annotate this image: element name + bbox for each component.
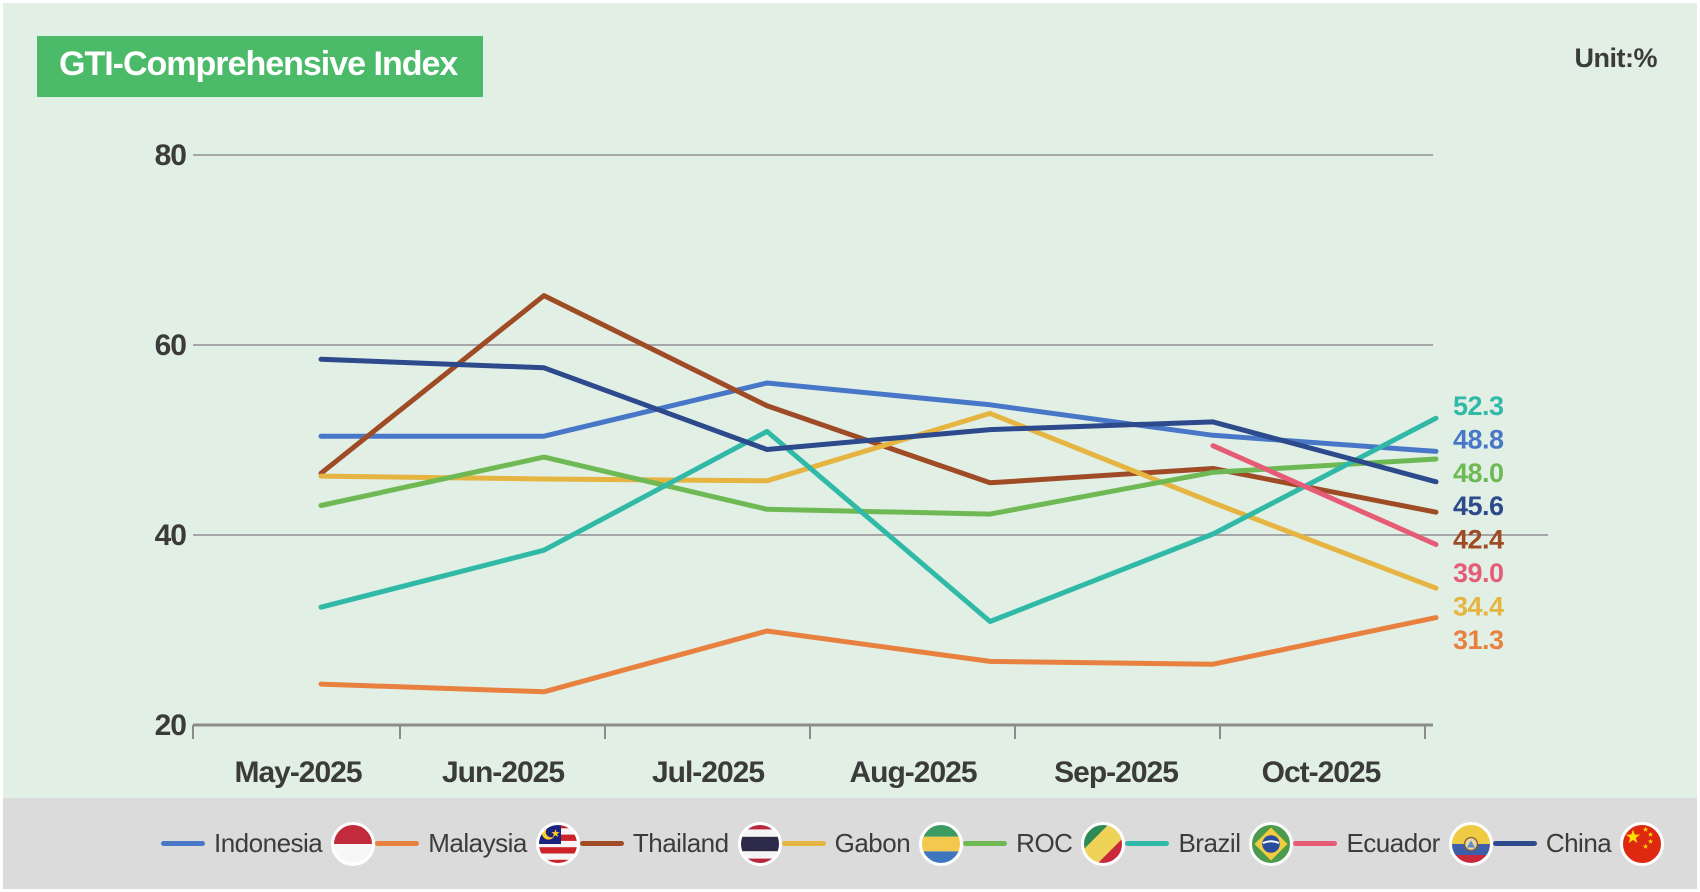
unit-label: Unit:%	[1574, 43, 1658, 73]
legend-item-brazil: Brazil	[1125, 821, 1294, 866]
legend-label: Malaysia	[428, 828, 527, 858]
legend-band: Indonesia Malaysia	[3, 798, 1697, 889]
svg-text:20: 20	[155, 709, 187, 742]
line-chart: 80 60 40 20 May-2025 Jun-2025 Jul-2025 Aug-2025…	[155, 139, 1548, 789]
svg-text:Jul-2025: Jul-2025	[652, 756, 764, 789]
legend-item-thailand: Thailand	[579, 821, 782, 866]
legend-label: China	[1545, 828, 1612, 858]
series-line-ecuador	[1210, 443, 1439, 547]
legend-item-gabon: Gabon	[781, 821, 964, 866]
legend: Indonesia Malaysia	[3, 798, 1697, 889]
svg-text:Oct-2025: Oct-2025	[1262, 756, 1381, 789]
value-label-malaysia: 31.3	[1453, 625, 1504, 655]
series-line-roc	[318, 454, 1439, 517]
legend-label: Gabon	[834, 828, 911, 858]
indonesia-flag-icon	[331, 821, 376, 866]
svg-text:May-2025: May-2025	[234, 756, 361, 789]
indonesia-line-swatch	[161, 841, 205, 846]
roc-flag-icon	[1081, 821, 1126, 866]
brazil-flag-icon	[1249, 821, 1294, 866]
china-line-swatch	[1492, 841, 1537, 846]
svg-text:Aug-2025: Aug-2025	[849, 756, 976, 789]
brazil-line-swatch	[1125, 841, 1170, 846]
value-label-roc: 48.0	[1453, 458, 1504, 488]
legend-item-roc: ROC	[963, 821, 1126, 866]
svg-text:Jun-2025: Jun-2025	[442, 756, 564, 789]
value-label-brazil: 52.3	[1453, 391, 1504, 421]
value-label-indonesia: 48.8	[1453, 424, 1504, 454]
legend-item-china: China	[1492, 821, 1665, 866]
legend-item-ecuador: Ecuador	[1293, 821, 1493, 866]
gabon-flag-icon	[919, 821, 964, 866]
value-label-thailand: 42.4	[1453, 525, 1504, 555]
roc-line-swatch	[963, 841, 1008, 846]
value-label-ecuador: 39.0	[1453, 558, 1504, 588]
legend-label: Ecuador	[1346, 828, 1440, 858]
legend-label: Brazil	[1178, 828, 1241, 858]
ecuador-flag-icon	[1448, 821, 1493, 866]
series-line-malaysia	[318, 615, 1439, 695]
value-label-china: 45.6	[1453, 491, 1504, 521]
chart-title: GTI-Comprehensive Index	[37, 36, 484, 97]
series-line-china	[318, 356, 1439, 485]
legend-label: ROC	[1016, 828, 1073, 858]
malaysia-line-swatch	[375, 841, 420, 846]
series-line-brazil	[318, 415, 1439, 624]
thailand-flag-icon	[737, 821, 782, 866]
legend-item-malaysia: Malaysia	[375, 821, 580, 866]
malaysia-flag-icon	[535, 821, 580, 866]
svg-text:40: 40	[155, 519, 187, 552]
svg-text:60: 60	[155, 329, 187, 362]
legend-label: Indonesia	[214, 828, 323, 858]
series-line-indonesia	[318, 380, 1439, 454]
svg-text:80: 80	[155, 139, 187, 172]
legend-label: Thailand	[632, 828, 729, 858]
ecuador-line-swatch	[1293, 841, 1338, 846]
legend-item-indonesia: Indonesia	[161, 821, 376, 866]
thailand-line-swatch	[579, 841, 624, 846]
gabon-line-swatch	[781, 841, 826, 846]
svg-text:Sep-2025: Sep-2025	[1054, 756, 1178, 789]
value-label-gabon: 34.4	[1453, 591, 1504, 621]
china-flag-icon	[1620, 821, 1665, 866]
series-line-thailand	[318, 293, 1439, 515]
